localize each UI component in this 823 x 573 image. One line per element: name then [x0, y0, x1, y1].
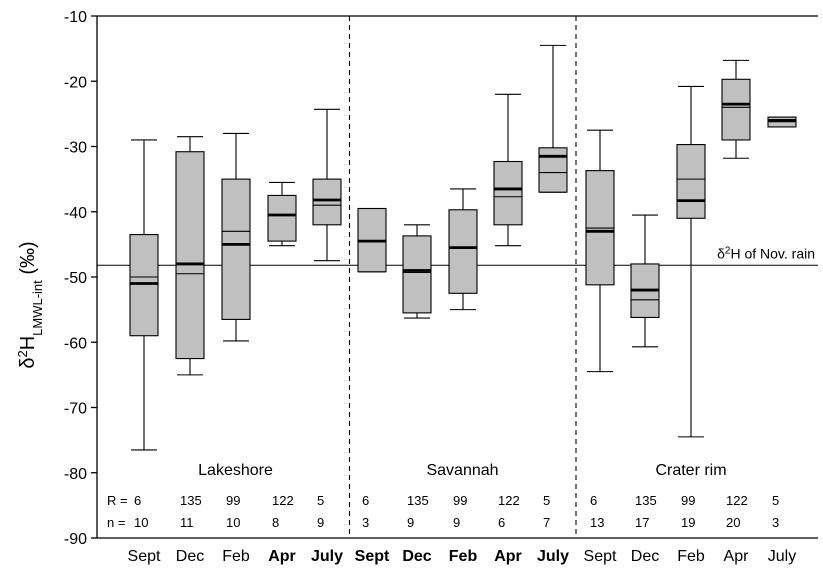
- x-tick-label-0-4: July: [311, 548, 343, 565]
- box-1-1: [402, 224, 432, 319]
- y-tick-label-8: -90: [64, 531, 87, 548]
- box-body: [267, 194, 297, 242]
- r-value-2-1: 135: [635, 493, 657, 508]
- r-value-1-4: 5: [543, 493, 550, 508]
- box-0-0: [129, 139, 159, 451]
- x-tick-label-0-3: Apr: [268, 548, 296, 565]
- box-1-0: [357, 207, 387, 273]
- r-value-0-0: 6: [134, 493, 141, 508]
- box-2-0: [585, 129, 615, 373]
- y-axis-title-tail: (‰): [17, 241, 39, 280]
- n-row-label: n =: [107, 515, 125, 530]
- reference-line-label-pre: δ: [717, 245, 725, 261]
- box-body: [676, 143, 706, 219]
- y-tick-label-4: -50: [64, 270, 87, 287]
- x-tick-label-0-1: Dec: [176, 548, 204, 565]
- y-tick-label-2: -30: [64, 140, 87, 157]
- y-tick-label-1: -20: [64, 74, 87, 91]
- x-tick-label-2-2: Feb: [677, 548, 705, 565]
- reference-line-label: δ2H of Nov. rain: [717, 245, 815, 262]
- r-value-0-2: 99: [226, 493, 240, 508]
- x-tick-label-1-0: Sept: [355, 548, 390, 565]
- y-axis-title-sub: LMWL-int: [30, 280, 45, 336]
- r-row-label: R =: [107, 493, 128, 508]
- x-tick-label-2-0: Sept: [584, 548, 617, 565]
- box-0-3: [267, 181, 297, 247]
- group-label-2: Crater rim: [655, 462, 726, 479]
- reference-line-label-post: H of Nov. rain: [730, 245, 815, 261]
- r-value-1-3: 122: [498, 493, 520, 508]
- n-value-2-0: 13: [590, 515, 604, 530]
- reference-line-label-sup: 2: [725, 245, 731, 256]
- n-value-1-4: 7: [543, 515, 550, 530]
- n-value-2-1: 17: [635, 515, 649, 530]
- box-body: [721, 78, 751, 141]
- x-tick-label-1-3: Apr: [494, 548, 522, 565]
- box-0-1: [175, 136, 205, 376]
- r-value-0-1: 135: [180, 493, 202, 508]
- x-tick-label-1-2: Feb: [449, 548, 478, 565]
- n-value-0-3: 8: [272, 515, 279, 530]
- n-value-2-3: 20: [726, 515, 740, 530]
- n-value-1-2: 9: [453, 515, 460, 530]
- n-value-0-4: 9: [317, 515, 324, 530]
- y-axis-title: δ2HLMWL-int (‰): [15, 241, 45, 368]
- x-tick-label-1-4: July: [537, 548, 569, 565]
- r-value-1-0: 6: [362, 493, 369, 508]
- box-body: [221, 178, 251, 320]
- r-value-2-3: 122: [726, 493, 748, 508]
- box-body: [493, 160, 523, 226]
- box-2-2: [676, 85, 706, 438]
- r-value-1-1: 135: [407, 493, 429, 508]
- box-body: [448, 209, 478, 294]
- r-value-2-4: 5: [772, 493, 779, 508]
- r-value-0-4: 5: [317, 493, 324, 508]
- n-value-1-1: 9: [407, 515, 414, 530]
- box-body: [312, 178, 342, 226]
- x-tick-label-0-2: Feb: [222, 548, 250, 565]
- r-value-2-0: 6: [590, 493, 597, 508]
- box-body: [538, 147, 568, 193]
- n-value-1-3: 6: [498, 515, 505, 530]
- box-0-4: [312, 108, 342, 262]
- n-value-2-2: 19: [681, 515, 695, 530]
- plot-area: -10 -20 -30 -40 -50 -60 -70 -80 -90 δ2H of Nov. r…: [64, 9, 818, 565]
- y-tick-label-0: -10: [64, 9, 87, 26]
- box-1-4: [538, 44, 568, 193]
- box-body: [402, 235, 432, 314]
- svg-text:δ2HLMWL-int (‰): δ2HLMWL-int (‰): [15, 241, 45, 368]
- y-tick-label-7: -80: [64, 466, 87, 483]
- box-0-2: [221, 132, 251, 342]
- y-axis-title-mid: H: [17, 336, 39, 350]
- box-1-2: [448, 188, 478, 311]
- x-tick-label-2-1: Dec: [631, 548, 659, 565]
- r-value-0-3: 122: [272, 493, 294, 508]
- x-tick-label-2-4: July: [768, 548, 796, 565]
- box-2-4: [767, 116, 797, 128]
- r-value-2-2: 99: [681, 493, 695, 508]
- n-value-0-0: 10: [134, 515, 148, 530]
- box-2-3: [721, 59, 751, 159]
- box-body: [175, 151, 205, 360]
- x-tick-label-2-3: Apr: [724, 548, 750, 565]
- x-tick-label-0-0: Sept: [128, 548, 161, 565]
- r-value-1-2: 99: [453, 493, 467, 508]
- n-value-0-1: 11: [180, 515, 194, 530]
- y-axis-title-sup: 2: [15, 350, 30, 357]
- group-label-1: Savannah: [426, 462, 498, 479]
- y-tick-label-6: -70: [64, 401, 87, 418]
- group-label-0: Lakeshore: [198, 462, 273, 479]
- box-2-1: [630, 214, 660, 348]
- n-value-0-2: 10: [226, 515, 240, 530]
- y-tick-label-3: -40: [64, 205, 87, 222]
- y-tick-label-5: -60: [64, 335, 87, 352]
- x-tick-label-1-1: Dec: [402, 548, 431, 565]
- n-value-1-0: 3: [362, 515, 369, 530]
- box-body: [129, 234, 159, 337]
- n-value-2-4: 3: [772, 515, 779, 530]
- y-axis-title-main: δ: [17, 358, 39, 369]
- box-1-3: [493, 93, 523, 247]
